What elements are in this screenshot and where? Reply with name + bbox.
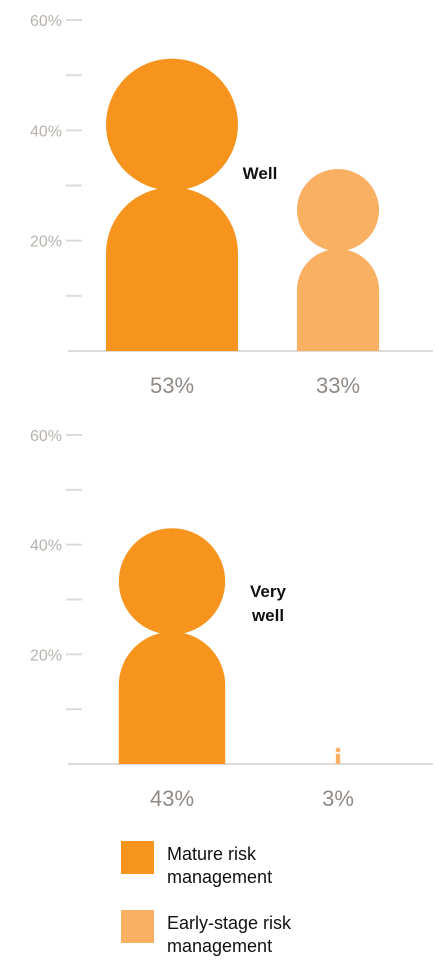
legend-label-mature: Mature risk management <box>167 844 273 887</box>
panel-2-bar-early-stage-head <box>335 747 341 753</box>
panel-1-bar-mature-head <box>106 58 238 191</box>
panel-2-bar-early-stage-body <box>335 753 341 764</box>
panel-2-title: Very well <box>250 582 286 625</box>
panel-2-y-tick-label: 60% <box>30 428 62 445</box>
panel-2-value-label: 43% <box>150 786 194 811</box>
panel-2-y-tick-label: 40% <box>30 538 62 555</box>
legend-item-mature: Mature risk management <box>121 841 421 889</box>
legend-swatch-mature <box>121 841 154 874</box>
legend-label-early-stage: Early-stage risk management <box>167 913 292 956</box>
panel-1-title: Well <box>243 164 278 183</box>
panel-1-bar-early-stage-head <box>296 168 380 252</box>
panel-1-y-tick-label: 20% <box>30 234 62 251</box>
panel-1-y-tick-label: 60% <box>30 13 62 30</box>
legend-item-early-stage: Early-stage risk management <box>121 910 421 958</box>
panel-1-bar-mature-body <box>106 187 238 351</box>
panel-1-y-tick-label: 40% <box>30 123 62 140</box>
panel-1-bar-early-stage-body <box>296 249 380 351</box>
panel-2-value-label: 3% <box>322 786 354 811</box>
panel-2-bar-mature-head <box>118 528 226 635</box>
panel-1-value-label: 33% <box>316 373 360 398</box>
chart-area: 20% 40% 60% 53% 33% Well 20% 40% 60% 43% 3% Very wel… <box>30 13 433 811</box>
panel-2-y-tick-label: 20% <box>30 647 62 664</box>
legend: Mature risk management Early-stage risk … <box>121 841 421 979</box>
panel-2-bar-mature-body <box>118 631 226 764</box>
panel-1-value-label: 53% <box>150 373 194 398</box>
legend-swatch-early-stage <box>121 910 154 943</box>
